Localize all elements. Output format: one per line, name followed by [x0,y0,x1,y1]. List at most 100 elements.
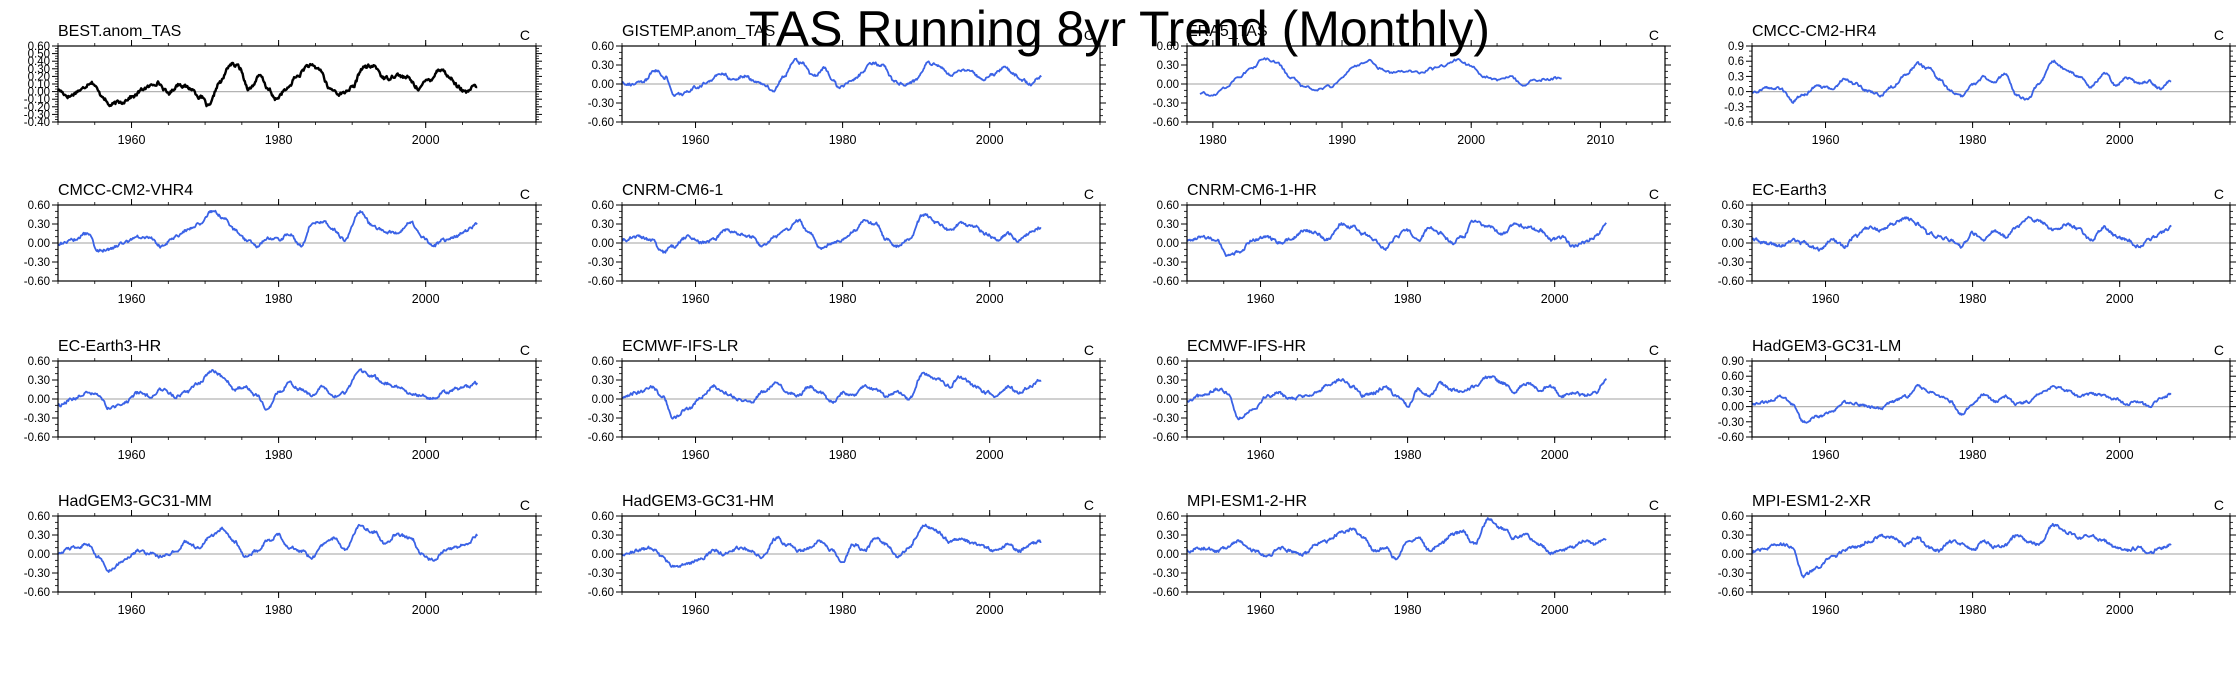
y-tick-label: -0.60 [1153,587,1179,599]
series-line [621,371,1042,420]
y-tick-label: -0.30 [24,109,50,121]
y-tick-label: -0.20 [24,102,50,114]
y-tick-label: 0.00 [28,238,50,250]
panel-units: C [520,27,530,43]
x-tick-label: 2000 [412,448,440,462]
series-line [1751,215,2172,252]
y-tick-label: -0.40 [24,117,50,129]
panel-units: C [2214,27,2224,43]
panel-units: C [1649,497,1659,513]
panel-units: C [1084,186,1094,202]
panel-title: HadGEM3-GC31-HM [622,493,774,510]
y-tick-label: -0.30 [588,568,614,580]
panel-title: HadGEM3-GC31-LM [1752,338,1901,355]
panel-cmcc-cm2-hr4: -0.6 -0.3 0.0 0.3 0.6 0.9 1960 1980 2000 CMCC-CM2… [1724,23,2236,147]
y-tick-label: 0.00 [28,549,50,561]
panel-ec-earth3: -0.60 -0.30 0.00 0.30 0.60 1960 1980 2000 EC-Ear… [1718,182,2236,306]
y-tick-label: 0.00 [592,238,614,250]
y-tick-label: 0.60 [1722,200,1744,212]
series-line [1751,522,2172,579]
panel-title: HadGEM3-GC31-MM [58,493,212,510]
y-tick-label: -0.60 [588,587,614,599]
y-tick-label: -0.30 [1153,568,1179,580]
x-tick-label: 1980 [829,292,857,306]
y-tick-label: 0.6 [1728,56,1744,68]
y-tick-label: 0.9 [1728,41,1744,53]
x-tick-label: 1980 [829,133,857,147]
panel-title: CNRM-CM6-1 [622,182,723,199]
x-tick-label: 1980 [1394,292,1422,306]
panel-ec-earth3-hr: -0.60 -0.30 0.00 0.30 0.60 1960 1980 2000 EC-Ear… [24,338,542,462]
series-line [57,368,479,411]
panel-title: MPI-ESM1-2-HR [1187,493,1307,510]
y-tick-label: -0.60 [24,587,50,599]
y-tick-label: -0.30 [1153,413,1179,425]
plot-frame [57,45,537,123]
x-tick-label: 1980 [1394,448,1422,462]
x-tick-label: 2000 [1541,292,1569,306]
series-line [621,57,1042,97]
y-tick-label: -0.30 [1153,257,1179,269]
y-tick-label: 0.30 [1157,60,1179,72]
panel-units: C [1649,27,1659,43]
x-tick-label: 1960 [118,603,146,617]
y-tick-label: 0.30 [592,60,614,72]
panel-title: EC-Earth3 [1752,182,1827,199]
y-tick-label: -0.60 [1718,587,1744,599]
panel-units: C [1084,342,1094,358]
panel-title: GISTEMP.anom_TAS [622,23,775,40]
y-tick-label: 0.60 [592,356,614,368]
y-tick-label: -0.3 [1724,102,1744,114]
panel-units: C [1084,27,1094,43]
y-tick-label: 0.3 [1728,71,1744,83]
plot-frame [1751,45,2231,123]
panel-title: MPI-ESM1-2-XR [1752,493,1871,510]
panel-title: ERA5_TAS [1187,23,1268,40]
x-tick-label: 2000 [412,603,440,617]
y-tick-label: -0.30 [24,257,50,269]
x-tick-label: 1960 [1247,603,1275,617]
panel-title: ECMWF-IFS-LR [622,338,738,355]
y-tick-label: 0.00 [1722,238,1744,250]
series-line [621,523,1042,568]
x-tick-label: 2000 [976,603,1004,617]
panel-cnrm-cm6-1-hr: -0.60 -0.30 0.00 0.30 0.60 1960 1980 2000 CNRM-C… [1153,182,1671,306]
y-tick-label: 0.00 [28,87,50,99]
x-tick-label: 2000 [412,292,440,306]
panel-hadgem3-gc31-lm: -0.60 -0.30 0.00 0.30 0.60 0.90 1960 1980 2000 Ha… [1718,338,2236,462]
x-tick-label: 2000 [412,133,440,147]
x-tick-label: 1980 [265,448,293,462]
y-tick-label: -0.10 [24,94,50,106]
y-tick-label: 0.30 [1157,219,1179,231]
y-tick-label: 0.60 [28,511,50,523]
y-tick-label: 0.00 [1157,549,1179,561]
panel-ecmwf-ifs-hr: -0.60 -0.30 0.00 0.30 0.60 1960 1980 2000 ECMWF-… [1153,338,1671,462]
x-tick-label: 1960 [118,133,146,147]
panel-hadgem3-gc31-mm: -0.60 -0.30 0.00 0.30 0.60 1960 1980 2000 HadGEM… [24,493,542,617]
y-tick-label: 0.30 [592,219,614,231]
x-tick-label: 1980 [265,133,293,147]
x-tick-label: 2000 [1457,133,1485,147]
panel-units: C [1649,186,1659,202]
y-tick-label: -0.30 [588,257,614,269]
x-tick-label: 2000 [1541,603,1569,617]
x-tick-label: 1980 [1959,292,1987,306]
y-tick-label: -0.30 [24,568,50,580]
x-tick-label: 1980 [265,603,293,617]
page-title: TAS Running 8yr Trend (Monthly) [748,1,1491,57]
x-tick-label: 1980 [1959,448,1987,462]
x-tick-label: 2010 [1586,133,1614,147]
y-tick-label: 0.30 [28,530,50,542]
y-tick-label: 0.00 [1157,238,1179,250]
y-tick-label: 0.00 [1157,79,1179,91]
x-tick-label: 1960 [1812,292,1840,306]
panel-title: CNRM-CM6-1-HR [1187,182,1317,199]
x-tick-label: 2000 [2106,292,2134,306]
series-line [1186,375,1607,421]
y-tick-label: -0.60 [24,432,50,444]
y-tick-label: -0.30 [1718,257,1744,269]
y-tick-label: 0.60 [1722,371,1744,383]
panel-ecmwf-ifs-lr: -0.60 -0.30 0.00 0.30 0.60 1960 1980 2000 ECMWF-… [588,338,1106,462]
y-tick-label: 0.40 [28,56,50,68]
